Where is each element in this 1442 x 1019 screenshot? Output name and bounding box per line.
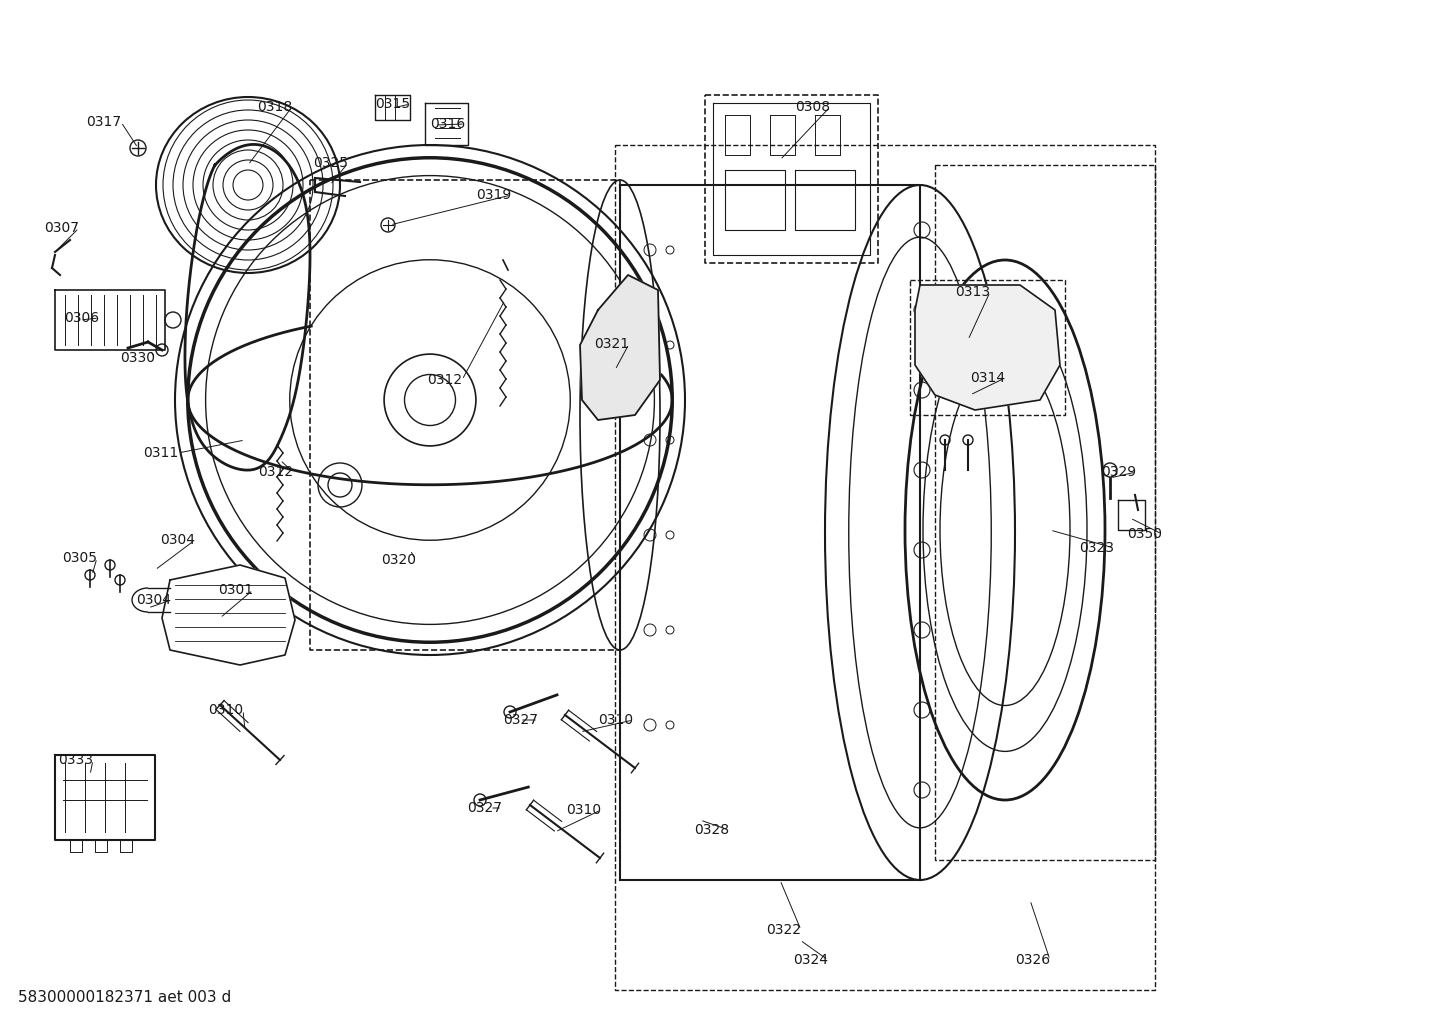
Text: 0314: 0314 [970, 371, 1005, 385]
Polygon shape [916, 285, 1060, 410]
Text: 0323: 0323 [1079, 541, 1115, 555]
Text: 0328: 0328 [694, 823, 730, 837]
Text: 0318: 0318 [257, 100, 293, 114]
Text: 0305: 0305 [62, 551, 97, 565]
Text: 0350: 0350 [1128, 527, 1162, 541]
Text: 0322: 0322 [766, 923, 800, 937]
Text: 0319: 0319 [476, 187, 512, 202]
Text: 58300000182371 aet 003 d: 58300000182371 aet 003 d [17, 990, 231, 1006]
Text: 0329: 0329 [1102, 465, 1136, 479]
Text: 0315: 0315 [375, 97, 410, 111]
Text: 0326: 0326 [1015, 953, 1050, 967]
Text: 0313: 0313 [955, 285, 991, 299]
Text: 0307: 0307 [45, 221, 79, 235]
Text: 0325: 0325 [313, 156, 348, 170]
Text: 0330: 0330 [120, 351, 154, 365]
Text: 0306: 0306 [63, 311, 99, 325]
Text: 0308: 0308 [795, 100, 831, 114]
Text: 0333: 0333 [58, 753, 92, 767]
Text: 0301: 0301 [218, 583, 254, 597]
Polygon shape [580, 275, 660, 420]
Text: 0320: 0320 [381, 553, 415, 567]
Polygon shape [162, 565, 296, 665]
Text: 0312: 0312 [258, 465, 293, 479]
Text: 0312: 0312 [427, 373, 461, 387]
Text: 0304: 0304 [160, 533, 195, 547]
Text: 0324: 0324 [793, 953, 828, 967]
Text: 0311: 0311 [143, 446, 179, 460]
Text: 0304: 0304 [136, 593, 172, 607]
Text: 0310: 0310 [598, 713, 633, 727]
Text: 0310: 0310 [208, 703, 244, 717]
Text: 0327: 0327 [503, 713, 538, 727]
Text: 0317: 0317 [87, 115, 121, 129]
Text: 0310: 0310 [567, 803, 601, 817]
Text: 0327: 0327 [467, 801, 502, 815]
Text: 0316: 0316 [430, 117, 466, 131]
Text: 0321: 0321 [594, 337, 629, 351]
